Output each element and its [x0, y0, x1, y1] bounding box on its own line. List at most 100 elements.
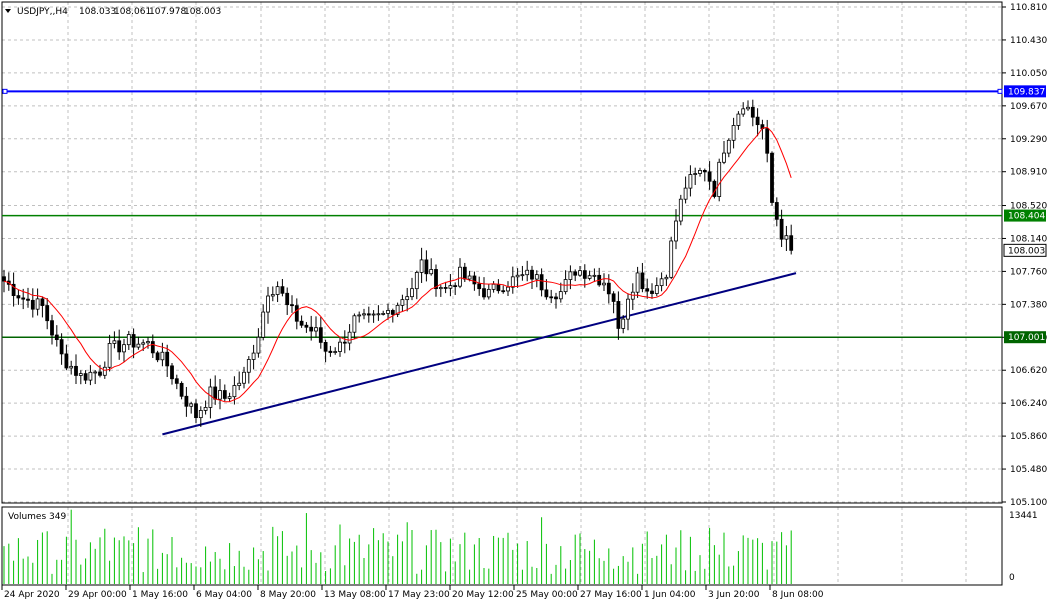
- price-tick-label: 109.290: [1010, 135, 1047, 145]
- time-tick-label: 8 May 20:00: [260, 590, 316, 600]
- candle-body: [390, 310, 395, 315]
- candle-body: [496, 283, 501, 292]
- candle-body: [650, 290, 654, 294]
- candle-body: [150, 341, 155, 354]
- candle-body: [448, 285, 453, 289]
- candle-body: [275, 286, 280, 295]
- candle-body: [208, 386, 213, 408]
- candle-body: [78, 373, 83, 376]
- candle-body: [30, 299, 35, 310]
- candle-body: [328, 350, 333, 353]
- candle-body: [520, 274, 525, 277]
- candle-body: [256, 336, 261, 354]
- time-tick-label: 6 May 04:00: [196, 590, 252, 600]
- candle-body: [309, 326, 314, 332]
- candle-body: [93, 371, 98, 374]
- candle-body: [83, 373, 88, 381]
- horizontal-levels[interactable]: [2, 88, 1003, 338]
- candle-body: [669, 240, 674, 278]
- candle-body: [491, 283, 496, 290]
- candle-body: [726, 139, 731, 154]
- time-tick-label: 25 May 00:00: [516, 590, 578, 600]
- candle-body: [395, 304, 400, 315]
- candle-body: [678, 198, 683, 222]
- price-tick-label: 108.910: [1010, 168, 1047, 178]
- candle-body: [352, 315, 357, 333]
- candle-body: [213, 386, 218, 400]
- candle-body: [688, 174, 693, 189]
- candle-body: [554, 296, 558, 300]
- candle-body: [539, 274, 544, 291]
- volume-scale-min: 0: [1009, 573, 1015, 583]
- chart-symbol: USDJPY,,H4: [17, 7, 68, 17]
- candle-body: [26, 298, 30, 301]
- time-tick-label: 1 Jun 04:00: [644, 590, 696, 600]
- candle-body: [626, 298, 630, 320]
- candle-body: [189, 403, 194, 407]
- candle-body: [246, 359, 251, 373]
- candle-body: [770, 152, 774, 203]
- candle-body: [611, 293, 616, 302]
- candle-body: [482, 288, 486, 298]
- ohlc-low: 107.978: [149, 7, 186, 17]
- price-tick-label: 110.810: [1010, 3, 1047, 13]
- candle-body: [16, 295, 21, 299]
- candle-body: [506, 286, 510, 292]
- candle-body: [414, 272, 419, 290]
- candle-body: [587, 275, 592, 279]
- time-tick-label: 20 May 12:00: [452, 590, 514, 600]
- candle-body: [534, 274, 539, 280]
- price-tick-label: 106.240: [1010, 399, 1047, 409]
- candle-body: [194, 403, 198, 419]
- candle-body: [184, 395, 189, 407]
- candle-body: [400, 299, 405, 306]
- candle-body: [371, 313, 376, 316]
- price-tick-label: 108.520: [1010, 202, 1047, 212]
- moving-average-line: [3, 126, 792, 403]
- candle-body: [621, 318, 626, 329]
- candle-body: [45, 305, 50, 322]
- candle-body: [750, 106, 755, 118]
- candle-body: [131, 334, 136, 348]
- candle-body: [568, 271, 573, 280]
- candle-body: [35, 298, 40, 310]
- candle-body: [285, 292, 290, 306]
- candle-body: [462, 266, 467, 280]
- candle-body: [227, 396, 232, 399]
- current-price-tag: [1003, 243, 1047, 257]
- candle-body: [774, 202, 779, 220]
- candle-body: [578, 270, 582, 276]
- ohlc-close: 108.003: [184, 7, 221, 17]
- candle-body: [170, 365, 174, 380]
- candle-body: [179, 382, 184, 397]
- candle-body: [155, 352, 160, 361]
- candle-body: [573, 271, 578, 276]
- candle-body: [347, 331, 352, 344]
- candle-body: [707, 171, 712, 182]
- candle-body: [333, 351, 338, 353]
- time-axis[interactable]: 24 Apr 2020 29 Apr 00:00 1 May 16:00 6 May …: [1, 585, 824, 600]
- symbol-dropdown-icon[interactable]: [5, 9, 11, 13]
- candle-body: [755, 116, 760, 126]
- candle-body: [789, 235, 794, 251]
- candle-body: [674, 220, 678, 242]
- time-tick-label: 1 May 16:00: [132, 590, 188, 600]
- time-tick-label: 13 May 08:00: [324, 590, 386, 600]
- candle-body: [683, 187, 688, 200]
- price-tick-label: 105.480: [1010, 465, 1047, 475]
- candle-body: [453, 285, 458, 288]
- time-tick-label: 27 May 16:00: [580, 590, 642, 600]
- candle-body: [779, 218, 784, 240]
- candle-body: [304, 324, 309, 328]
- candle-body: [102, 366, 107, 376]
- candle-body: [59, 339, 64, 355]
- trendline[interactable]: [162, 272, 797, 436]
- candle-body: [381, 313, 386, 315]
- candle-body: [549, 296, 554, 299]
- ohlc-open: 108.033: [79, 7, 116, 17]
- candle-body: [746, 106, 750, 110]
- time-tick-label: 8 Jun 08:00: [772, 590, 824, 600]
- price-tick-label: 106.620: [1010, 366, 1047, 376]
- candle-body: [174, 378, 179, 384]
